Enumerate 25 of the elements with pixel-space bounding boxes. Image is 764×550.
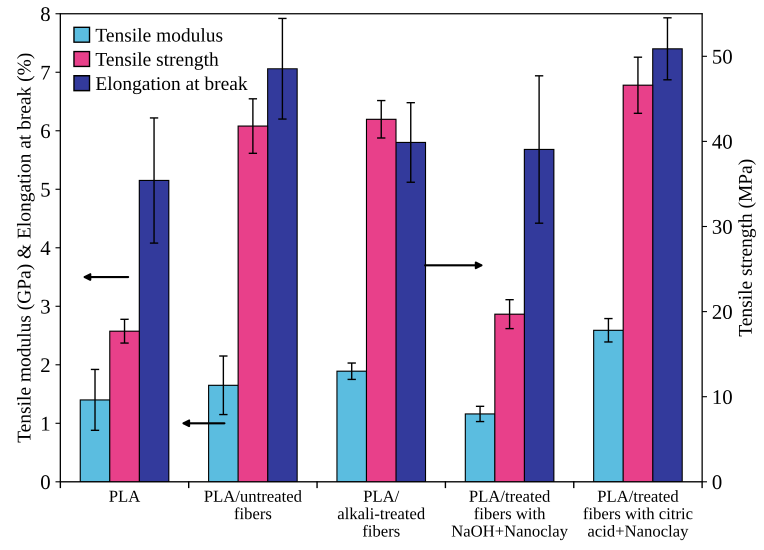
- legend-label: Tensile strength: [96, 52, 218, 70]
- y-tick-label: 3: [41, 300, 50, 314]
- y-tick-label: 8: [41, 7, 50, 22]
- y2-tick-label: 40: [712, 134, 732, 149]
- y2-tick-label: 10: [714, 390, 732, 404]
- y-axis-title: Tensile modulus (GPa) & Elongation at break (%): [16, 54, 35, 442]
- y-tick-label: 6: [41, 124, 50, 138]
- y2-axis-title: Tensile strength (MPa): [738, 160, 756, 336]
- legend-label: Tensile modulus: [96, 28, 222, 42]
- x-tick-label: PLA/untreated fibers: [204, 490, 302, 520]
- y2-tick-label: 0: [712, 475, 722, 490]
- x-tick-label: PLA/ alkali-treated fibers: [338, 490, 425, 537]
- y-tick-label: 5: [41, 182, 50, 197]
- x-tick-label: PLA: [109, 490, 140, 502]
- x-tick-label: PLA/treated fibers with NaOH+Nanoclay: [452, 490, 568, 540]
- x-tick-label: PLA/treated fibers with citric acid+Nanoclay: [583, 490, 692, 540]
- y2-tick-label: 20: [712, 304, 732, 320]
- y-tick-label: 1: [42, 416, 50, 431]
- y-tick-label: 7: [42, 66, 50, 80]
- y-tick-label: 2: [41, 358, 50, 372]
- legend-label: Elongation at break: [96, 76, 248, 94]
- y2-tick-label: 50: [713, 50, 732, 64]
- y-tick-label: 0: [41, 475, 50, 490]
- y-tick-label: 4: [40, 241, 50, 256]
- y2-tick-label: 30: [712, 220, 732, 234]
